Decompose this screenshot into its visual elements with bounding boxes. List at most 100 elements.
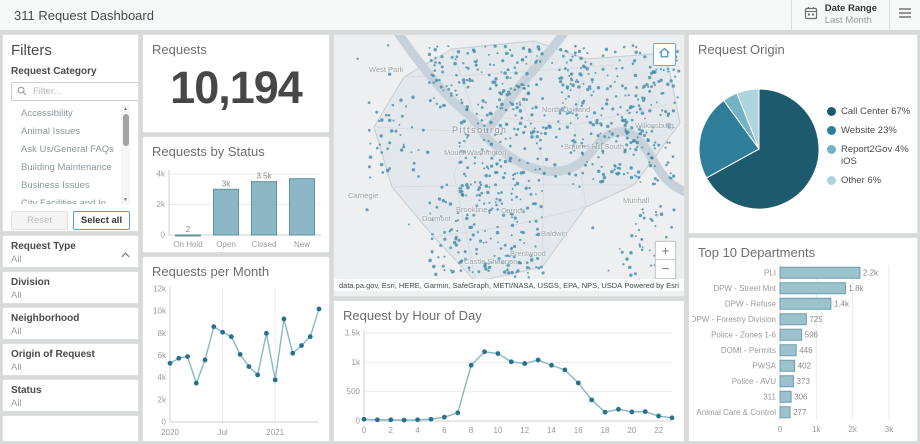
scrollbar-thumb[interactable]: [122, 114, 129, 146]
requests-total-value: 10,194: [170, 62, 303, 113]
svg-text:20: 20: [627, 426, 636, 435]
requests-by-status-chart: 0 2k 4k 2 On Hold 3k Open 3.5k Closed New: [157, 170, 321, 249]
departments-chart-title: Top 10 Departments: [698, 245, 816, 260]
requests-per-month-panel: Requests per Month 0 2k 4k 6k 8k 10k 12k 2020 Ju…: [142, 256, 330, 442]
category-list-item[interactable]: Accessibility: [21, 108, 73, 119]
svg-text:2020: 2020: [161, 428, 179, 437]
svg-text:2: 2: [186, 225, 191, 234]
zoom-in-button[interactable]: +: [655, 241, 676, 260]
attribution-sources: data.pa.gov, Esri, HERE, Garmin, SafeGra…: [339, 280, 623, 290]
category-list-item[interactable]: Animal Issues: [21, 126, 81, 137]
svg-text:Animal Care & Control: Animal Care & Control: [696, 408, 776, 417]
map-column: West Park Pittsburgh Mount Washington North…: [333, 34, 685, 442]
month-chart-title: Requests per Month: [152, 264, 270, 279]
date-range-selector[interactable]: Date Range Last Month: [790, 0, 890, 30]
hour-chart-title: Request by Hour of Day: [343, 308, 482, 323]
search-icon: [17, 83, 27, 101]
legend-swatch: [827, 125, 836, 135]
svg-text:16: 16: [574, 426, 583, 435]
map-home-button[interactable]: [653, 43, 676, 66]
svg-text:2k: 2k: [157, 200, 166, 209]
svg-text:12: 12: [520, 426, 529, 435]
legend-item: Other 6%: [827, 175, 913, 186]
requests-total-panel: Requests 10,194: [142, 34, 330, 133]
request-category-label: Request Category: [11, 66, 97, 77]
svg-text:2.2k: 2.2k: [862, 268, 878, 277]
home-icon: [658, 46, 671, 64]
legend-item: Report2Gov 4% iOS: [827, 144, 913, 167]
scroll-up-icon[interactable]: ▲: [123, 106, 128, 112]
zoom-out-button[interactable]: −: [655, 260, 676, 279]
request-origin-panel: Request Origin Call Center 67% Website 23…: [688, 34, 918, 234]
filter-selector-status[interactable]: Status All: [2, 379, 139, 412]
svg-text:Jul: Jul: [217, 428, 227, 437]
category-search-box[interactable]: [11, 82, 138, 101]
svg-text:PWSA: PWSA: [752, 361, 776, 370]
category-list-item[interactable]: Business Issues: [21, 180, 90, 191]
svg-text:22: 22: [654, 426, 663, 435]
category-list-item[interactable]: Building Maintenance: [21, 162, 112, 173]
pie-legend: Call Center 67% Website 23% Report2Gov 4% …: [827, 106, 917, 187]
svg-text:500: 500: [347, 387, 361, 396]
map-zoom-controls: + −: [655, 241, 676, 279]
scroll-down-icon[interactable]: ▼: [123, 197, 128, 203]
legend-item: Website 23%: [827, 125, 913, 136]
app-header: 311 Request Dashboard Date Range Last Mo…: [0, 0, 920, 31]
svg-text:18: 18: [601, 426, 610, 435]
requests-by-status-panel: Requests by Status 0 2k 4k 2 On Hold 3k Open 3.…: [142, 136, 330, 253]
svg-text:DPW - Street Mnt: DPW - Street Mnt: [713, 284, 776, 293]
origin-chart-title: Request Origin: [698, 42, 785, 57]
svg-text:306: 306: [794, 392, 808, 401]
svg-text:Closed: Closed: [252, 240, 277, 249]
svg-text:446: 446: [799, 346, 813, 355]
svg-text:596: 596: [804, 330, 818, 339]
category-list: Accessibility Animal Issues Ask Us/General…: [11, 105, 130, 204]
svg-text:6: 6: [442, 426, 447, 435]
category-filter-input[interactable]: [31, 85, 138, 98]
svg-text:3.5k: 3.5k: [256, 172, 272, 181]
filter-selector-division[interactable]: Division All: [2, 271, 139, 304]
menu-button[interactable]: [890, 0, 920, 30]
svg-text:10k: 10k: [153, 307, 167, 316]
right-column: Request Origin Call Center 67% Website 23…: [688, 34, 918, 442]
top-departments-panel: Top 10 Departments 0 1k 2k 3k PLI 2.2k DPW - S…: [688, 237, 918, 442]
status-chart-title: Requests by Status: [152, 144, 265, 159]
svg-text:14: 14: [547, 426, 556, 435]
category-list-item[interactable]: Ask Us/General FAQs: [21, 144, 114, 155]
category-list-item[interactable]: City Facilities and Infrastructure: [21, 198, 130, 204]
svg-text:DPW - Forestry Division: DPW - Forestry Division: [692, 315, 776, 324]
svg-text:DPW - Refuse: DPW - Refuse: [724, 299, 776, 308]
filter-selector-origin-of-request[interactable]: Origin of Request All: [2, 343, 139, 376]
filter-selector-neighborhood[interactable]: Neighborhood All: [2, 307, 139, 340]
svg-text:8: 8: [469, 426, 474, 435]
category-scrollbar[interactable]: ▲ ▼: [121, 105, 130, 204]
legend-swatch: [827, 176, 836, 186]
chevron-up-icon[interactable]: [121, 245, 130, 263]
svg-text:402: 402: [797, 361, 811, 370]
svg-text:373: 373: [796, 377, 810, 386]
page-title: 311 Request Dashboard: [14, 7, 154, 23]
svg-text:2: 2: [389, 426, 394, 435]
svg-text:Open: Open: [216, 240, 236, 249]
map-canvas[interactable]: West Park Pittsburgh Mount Washington North…: [334, 35, 684, 296]
hamburger-icon: [898, 6, 912, 24]
top-departments-chart: 0 1k 2k 3k PLI 2.2k DPW - Street Mnt 1.8k DPW - …: [692, 265, 894, 434]
svg-text:8k: 8k: [158, 329, 167, 338]
svg-text:10: 10: [493, 426, 502, 435]
svg-text:New: New: [294, 240, 310, 249]
svg-text:4: 4: [415, 426, 420, 435]
svg-text:725: 725: [809, 315, 823, 324]
filter-selector-request-type[interactable]: Request Type All: [2, 235, 139, 268]
select-all-button[interactable]: Select all: [73, 211, 130, 230]
svg-text:2021: 2021: [266, 428, 284, 437]
svg-text:4k: 4k: [158, 373, 167, 382]
svg-text:3k: 3k: [884, 425, 893, 434]
svg-text:0: 0: [777, 425, 782, 434]
date-range-value: Last Month: [824, 15, 872, 26]
filters-column: Filters Request Category Accessibility An…: [2, 34, 139, 442]
request-by-hour-chart: 0 500 1k 1.5k 0 2 4 6 8 10 12 14 16 18 20 22: [345, 329, 675, 435]
filters-panel: Filters Request Category Accessibility An…: [2, 34, 139, 232]
reset-button[interactable]: Reset: [11, 211, 68, 230]
legend-item: Call Center 67%: [827, 106, 913, 117]
svg-text:1.8k: 1.8k: [848, 284, 864, 293]
